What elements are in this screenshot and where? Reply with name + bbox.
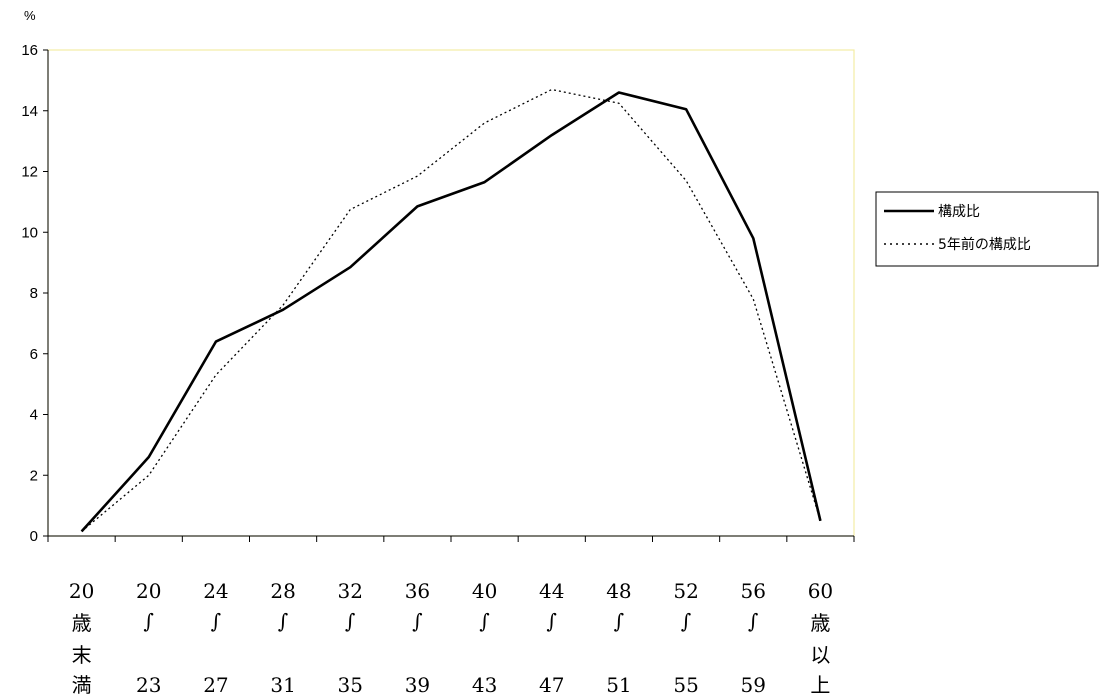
x-category-label: 44 <box>539 579 564 603</box>
x-category-label: ∫ <box>144 609 154 633</box>
x-category-label: 32 <box>338 579 363 603</box>
x-category-label: 31 <box>270 673 295 694</box>
x-category-label: ∫ <box>211 609 221 633</box>
x-category-label: 23 <box>136 673 161 694</box>
x-category-label: ∫ <box>748 609 758 633</box>
x-category-label: 40 <box>472 579 497 603</box>
x-category-labels: 20歳末満20∫2324∫2728∫3132∫3536∫3940∫4344∫47… <box>69 579 833 694</box>
x-category-label: 24 <box>203 579 228 603</box>
x-category-label: 末 <box>72 643 92 667</box>
x-category-label: 60 <box>808 579 833 603</box>
legend: 構成比 5年前の構成比 <box>875 191 1099 267</box>
x-category-label: ∫ <box>412 609 422 633</box>
x-category-label: 歳 <box>810 611 830 635</box>
x-category-label: 27 <box>203 673 228 694</box>
x-category-label: 20 <box>69 579 94 603</box>
y-tick-label: 6 <box>30 346 38 363</box>
y-tick-label: 10 <box>21 224 38 241</box>
x-category-label: 満 <box>72 673 92 694</box>
series-line-1 <box>80 91 822 533</box>
y-tick-label: 16 <box>21 42 38 59</box>
x-category-label: 28 <box>270 579 295 603</box>
x-category-label: 36 <box>405 579 430 603</box>
y-tick-label: 12 <box>21 164 38 181</box>
plot-area <box>47 49 855 537</box>
x-category-label: 歳 <box>72 611 92 635</box>
x-category-label: ∫ <box>614 609 624 633</box>
x-ticks <box>47 536 855 542</box>
x-category-label: 上 <box>810 673 830 694</box>
x-category-label: 47 <box>539 673 564 694</box>
x-category-label: ∫ <box>547 609 557 633</box>
x-category-label: ∫ <box>681 609 691 633</box>
y-unit-label: % <box>24 8 36 23</box>
y-tick-label: 4 <box>30 407 38 424</box>
x-category-label: 48 <box>606 579 631 603</box>
x-category-label: 55 <box>673 673 698 694</box>
x-category-label: ∫ <box>479 609 489 633</box>
x-category-label: 39 <box>405 673 430 694</box>
x-category-label: 43 <box>472 673 497 694</box>
series-line-2 <box>81 88 822 532</box>
x-category-label: 52 <box>673 579 698 603</box>
x-category-label: 以 <box>810 643 830 667</box>
y-tick-label: 8 <box>30 285 38 302</box>
y-ticks: 0 2 4 6 8 10 12 14 16 <box>21 42 48 545</box>
x-category-label: ∫ <box>278 609 288 633</box>
x-category-label: ∫ <box>345 609 355 633</box>
x-category-label: 59 <box>741 673 766 694</box>
x-category-label: 51 <box>606 673 631 694</box>
y-tick-label: 0 <box>30 528 38 545</box>
x-category-label: 35 <box>338 673 363 694</box>
x-category-label: 56 <box>741 579 766 603</box>
legend-label-series-1: 構成比 <box>938 204 980 220</box>
series-lines <box>80 88 822 533</box>
y-tick-label: 14 <box>21 103 38 120</box>
y-tick-label: 2 <box>30 467 38 484</box>
x-category-label: 20 <box>136 579 161 603</box>
legend-box <box>875 191 1099 267</box>
legend-label-series-2: 5年前の構成比 <box>938 236 1031 253</box>
